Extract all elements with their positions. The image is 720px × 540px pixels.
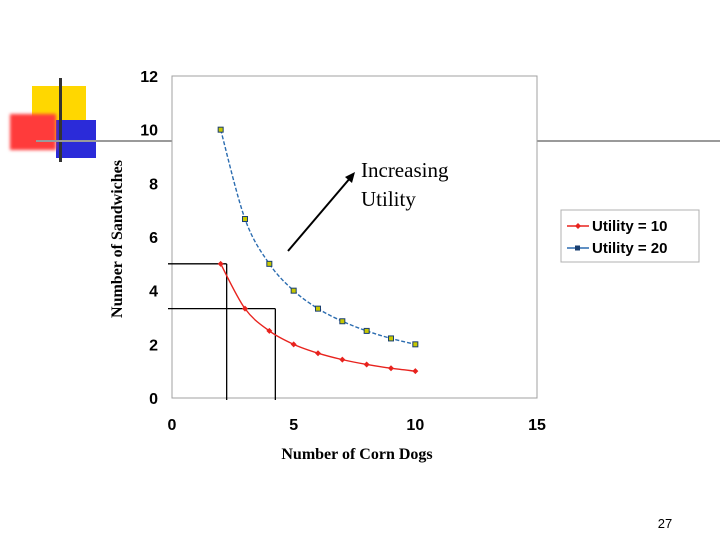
y-tick-label: 12 xyxy=(140,69,158,86)
y-tick-label: 4 xyxy=(149,284,158,301)
x-tick-label: 0 xyxy=(168,417,177,434)
series-1 xyxy=(217,260,419,375)
data-point xyxy=(339,318,346,325)
data-point xyxy=(315,350,321,357)
y-tick-label: 6 xyxy=(149,230,158,247)
data-point xyxy=(363,327,370,334)
data-point xyxy=(412,368,419,375)
annotation-increasing: Increasing xyxy=(361,158,449,182)
data-point xyxy=(266,327,273,334)
legend-box xyxy=(560,209,700,263)
plot-area xyxy=(171,75,538,399)
data-point xyxy=(388,365,394,372)
legend-marker xyxy=(575,245,580,251)
reference-lines xyxy=(168,263,276,400)
reference-line xyxy=(168,263,228,400)
data-point xyxy=(412,341,419,348)
data-point xyxy=(242,216,248,223)
series-layer xyxy=(217,126,419,375)
data-point xyxy=(217,260,224,267)
legend-entry: Utility = 20 xyxy=(567,240,667,257)
data-point xyxy=(217,126,224,133)
data-point xyxy=(242,305,248,312)
y-tick-label: 0 xyxy=(149,391,158,408)
reference-line xyxy=(168,307,276,400)
annotation-utility: Utility xyxy=(361,187,416,211)
data-point xyxy=(290,341,297,348)
data-point xyxy=(339,356,346,363)
y-tick-label: 2 xyxy=(149,337,158,354)
legend-label: Utility = 10 xyxy=(592,218,667,235)
decor-blue-square xyxy=(56,120,96,158)
y-tick-label: 10 xyxy=(140,123,158,140)
y-tick-label: 8 xyxy=(149,176,158,193)
legend-entry: Utility = 10 xyxy=(567,218,667,235)
data-point xyxy=(315,305,321,312)
annotation-arrow xyxy=(287,172,355,252)
tick-labels: 0 5 10 15 0 2 4 6 8 10 12 xyxy=(140,69,546,434)
data-point xyxy=(290,287,297,294)
decor-vertical-line xyxy=(59,78,62,162)
legend: Utility = 10 Utility = 20 xyxy=(560,209,700,263)
x-tick-label: 10 xyxy=(406,417,424,434)
data-point xyxy=(266,260,273,267)
legend-label: Utility = 20 xyxy=(592,240,667,257)
page-number: 27 xyxy=(657,516,673,531)
decor-red-square xyxy=(10,114,56,150)
x-axis-title: Number of Corn Dogs xyxy=(281,446,432,463)
x-tick-label: 15 xyxy=(528,417,546,434)
x-tick-label: 5 xyxy=(289,417,298,434)
series-2 xyxy=(217,126,419,348)
legend-marker xyxy=(575,223,581,229)
y-axis-title: Number of Sandwiches xyxy=(109,160,126,318)
data-point xyxy=(388,335,394,342)
data-point xyxy=(363,361,370,368)
